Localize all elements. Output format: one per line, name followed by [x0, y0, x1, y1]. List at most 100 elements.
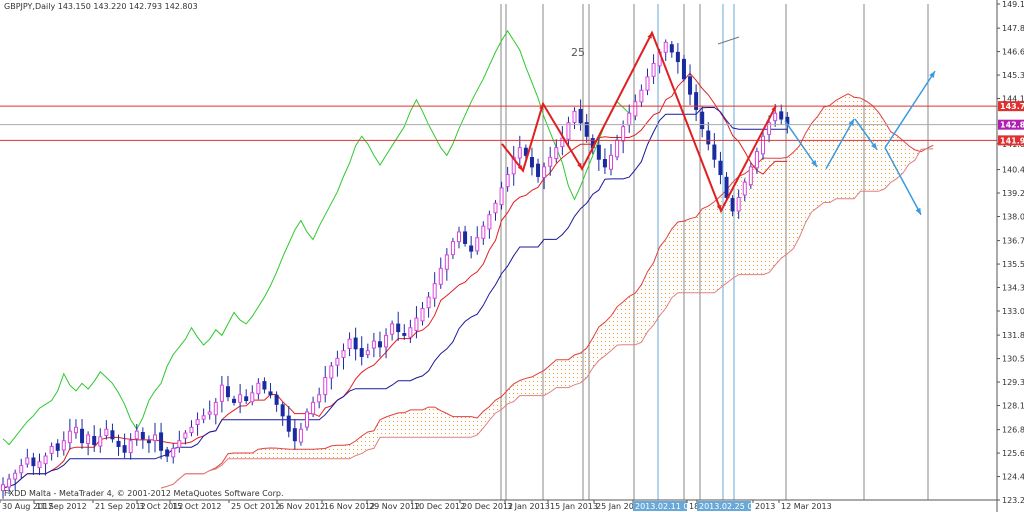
candle-body — [700, 111, 705, 130]
candle — [408, 319, 413, 344]
trend-sketch-line — [717, 36, 740, 45]
candle-body — [390, 323, 395, 335]
projection-arrowhead — [871, 142, 877, 150]
candle-body — [86, 434, 91, 445]
candle — [92, 425, 97, 452]
candle-body — [377, 341, 382, 348]
candle — [377, 331, 382, 358]
candle — [116, 434, 121, 456]
time-tick-label: 3 Jan 2013 — [507, 502, 550, 511]
candle-body — [469, 245, 474, 252]
candle — [718, 151, 723, 185]
candle-body — [298, 428, 303, 443]
candle — [536, 158, 541, 183]
candle-body — [329, 365, 334, 379]
candle — [7, 473, 12, 495]
candle — [779, 104, 784, 125]
candle — [80, 419, 85, 449]
candle-body — [359, 348, 364, 357]
candle-body — [754, 151, 759, 169]
candle-body — [712, 144, 717, 160]
price-tick-label: 147.845 — [1002, 24, 1024, 33]
overlay-layer — [0, 30, 997, 216]
candle-body — [499, 187, 504, 206]
candle — [177, 430, 182, 453]
price-tick-label: 138.010 — [1002, 212, 1024, 221]
candle — [487, 210, 492, 239]
candle — [329, 362, 334, 390]
candle-body — [384, 334, 389, 348]
candle-body — [341, 350, 346, 358]
candle-body — [213, 401, 218, 416]
candle — [244, 389, 249, 404]
candle — [73, 419, 78, 439]
candle-body — [110, 430, 115, 440]
candle-body — [688, 76, 693, 95]
candle-body — [402, 333, 407, 336]
candle-body — [529, 156, 534, 168]
candle — [651, 54, 656, 84]
price-tick-label: 124.430 — [1002, 473, 1024, 482]
candle — [730, 195, 735, 217]
candle-body — [317, 394, 322, 403]
candle-body — [457, 231, 461, 243]
candle — [469, 236, 474, 259]
candle — [542, 162, 547, 190]
candle — [311, 396, 316, 417]
candle — [359, 336, 364, 366]
candle-body — [560, 137, 565, 148]
candle-body — [189, 426, 194, 434]
candle — [104, 420, 109, 440]
candle — [110, 423, 115, 443]
candle-body — [724, 176, 729, 199]
candle — [390, 320, 395, 341]
candle-body — [742, 181, 747, 196]
zigzag-arrowhead — [771, 105, 776, 112]
projection-arrow — [784, 120, 818, 168]
candle — [86, 431, 91, 456]
ichimoku-cloud — [161, 93, 934, 488]
candle-body — [195, 419, 200, 426]
candle-body — [681, 58, 686, 80]
candle-body — [572, 110, 577, 123]
candle — [323, 365, 328, 403]
candle-body — [396, 323, 401, 333]
candle — [13, 469, 18, 491]
zigzag-arrowhead — [517, 164, 523, 171]
candle — [183, 430, 188, 445]
candle-body — [323, 377, 328, 396]
price-badge-label: 142.803 — [1000, 121, 1024, 130]
candle-body — [25, 457, 30, 465]
price-tick-label: 123.205 — [1002, 496, 1024, 505]
candle-body — [201, 415, 206, 420]
candle-body — [256, 382, 261, 395]
zigzag-arrowhead — [577, 162, 582, 169]
senkou-span-a-line — [160, 93, 934, 489]
candle — [365, 343, 370, 359]
candle-body — [536, 163, 541, 177]
candle — [43, 452, 48, 476]
time-tick-label: 10 Dec 2012 — [414, 502, 465, 511]
time-tick-label: 25 Oct 2012 — [231, 502, 280, 511]
price-axis: 149.105147.845146.620145.395144.170141.8… — [996, 0, 1024, 512]
candle — [517, 135, 522, 169]
price-tick-label: 126.880 — [1002, 426, 1024, 435]
candle-body — [444, 254, 449, 270]
chikou-span-line — [2, 29, 630, 446]
candle — [602, 148, 607, 174]
projection-arrow-line — [884, 70, 936, 149]
candle-body — [134, 430, 139, 440]
candle — [688, 64, 693, 106]
candle-body — [542, 166, 547, 178]
price-tick-label: 131.815 — [1002, 331, 1024, 340]
candle — [317, 387, 322, 409]
candle — [305, 408, 309, 431]
candle — [675, 43, 680, 74]
projection-arrowhead — [848, 118, 854, 126]
candle — [55, 439, 60, 458]
candle-body — [675, 51, 680, 63]
price-tick-label: 140.460 — [1002, 166, 1024, 175]
price-tick-label: 134.300 — [1002, 284, 1024, 293]
candle-body — [140, 432, 145, 440]
